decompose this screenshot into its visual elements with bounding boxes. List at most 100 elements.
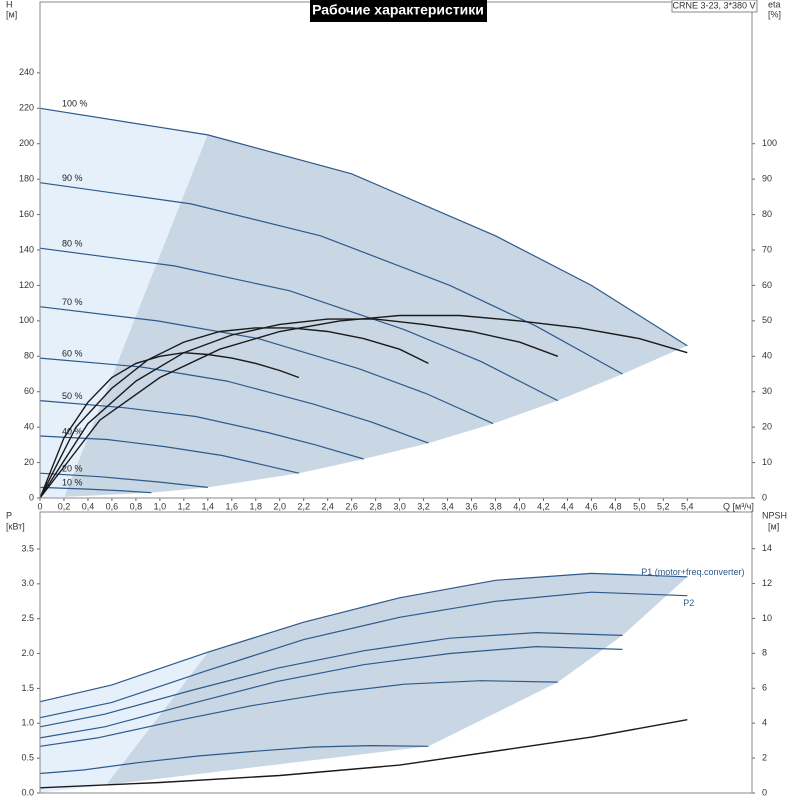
curve [39,680,558,747]
curve-label: 80 % [62,239,83,249]
curve [39,645,623,739]
curve [39,486,152,494]
x-tick-label: 5,2 [657,501,670,511]
secondary-curve [39,719,688,789]
curve [39,435,300,474]
operating-region [100,573,688,793]
y2-tick-label: 10 [762,457,772,467]
y-tick-label: 0.0 [21,787,34,797]
y2-axis-unit: [м] [768,521,779,531]
secondary-curve [39,318,559,499]
curve-label: 60 % [62,348,83,358]
curve-label: 70 % [62,297,83,307]
curve [39,631,623,728]
curve [39,572,688,703]
y2-tick-label: 40 [762,351,772,361]
x-tick-label: 0,4 [82,501,95,511]
x-tick-label: 1,0 [154,501,167,511]
chart-title: Рабочие характеристики [312,2,484,18]
secondary-curve [39,351,300,499]
y-tick-label: 160 [19,209,34,219]
y-tick-label: 60 [24,386,34,396]
x-tick-label: 5,4 [681,501,694,511]
y2-tick-label: 4 [762,718,767,728]
y2-tick-label: 2 [762,752,767,762]
y-tick-label: 2.5 [21,613,34,623]
y-tick-label: 80 [24,351,34,361]
x-tick-label: 5,0 [633,501,646,511]
y-tick-label: 0 [29,492,34,502]
model-label: CRNE 3-23, 3*380 V [672,0,755,10]
x-tick-label: 1,2 [178,501,191,511]
y-tick-label: 200 [19,138,34,148]
y2-tick-label: 20 [762,422,772,432]
curve-label: P2 [683,598,694,608]
plot-frame [39,511,753,794]
y-tick-label: 3.5 [21,543,34,553]
x-tick-label: 2,6 [345,501,358,511]
x-tick-label: 4,2 [537,501,550,511]
x-tick-label: 0,2 [58,501,71,511]
y-tick-label: 1.0 [21,718,34,728]
title-box [310,0,487,22]
x-tick-label: 4,6 [585,501,598,511]
y2-tick-label: 10 [762,613,772,623]
curve-label: 90 % [62,173,83,183]
x-tick-label: 4,4 [561,501,574,511]
secondary-curve [39,314,688,499]
y-tick-label: 3.0 [21,578,34,588]
curve-label: 50 % [62,391,83,401]
x-tick-label: 1,4 [202,501,215,511]
y2-tick-label: 100 [762,138,777,148]
model-box [671,0,758,13]
y-tick-label: 140 [19,244,34,254]
x-tick-label: 3,8 [489,501,502,511]
x-tick-label: 3,2 [417,501,430,511]
y2-tick-label: 6 [762,683,767,693]
y2-tick-label: 14 [762,543,772,553]
x-tick-label: 0,8 [130,501,143,511]
y2-tick-label: 70 [762,244,772,254]
y-tick-label: 100 [19,315,34,325]
x-tick-label: 2,4 [321,501,334,511]
curve [39,182,623,375]
y-tick-label: 0.5 [21,753,34,763]
x-tick-label: 1,6 [226,501,239,511]
x-tick-label: 3,4 [441,501,454,511]
operating-region [64,108,688,498]
y2-tick-label: 90 [762,174,772,184]
y-axis-unit: [кВт] [6,521,25,531]
x-tick-label: 1,8 [249,501,262,511]
y2-tick-label: 60 [762,280,772,290]
y-tick-label: 1.5 [21,683,34,693]
y-tick-label: 180 [19,174,34,184]
y2-tick-label: 50 [762,315,772,325]
curve [39,306,494,425]
curve-label: 10 % [62,478,83,488]
x-tick-label: 2,0 [273,501,286,511]
curve-label: 100 % [62,99,88,109]
x-tick-label: 2,2 [297,501,310,511]
y2-tick-label: 12 [762,578,772,588]
curve [39,107,688,347]
x-tick-label: 3,0 [393,501,406,511]
y2-tick-label: 80 [762,209,772,219]
curve [39,400,364,460]
x-tick-label: 0 [37,501,42,511]
y2-axis-label: NPSH [762,510,787,520]
curve [39,247,559,402]
y2-tick-label: 30 [762,386,772,396]
y-axis-unit: [м] [6,9,17,19]
y2-tick-label: 0 [762,787,767,797]
y-tick-label: 220 [19,103,34,113]
curve [39,357,429,444]
y-tick-label: 2.0 [21,648,34,658]
secondary-curve [39,327,429,499]
curve [39,744,429,775]
x-tick-label: 4,8 [609,501,622,511]
x-tick-label: 2,8 [369,501,382,511]
y2-tick-label: 8 [762,648,767,658]
x-tick-label: 0,6 [106,501,119,511]
curve [39,591,688,719]
